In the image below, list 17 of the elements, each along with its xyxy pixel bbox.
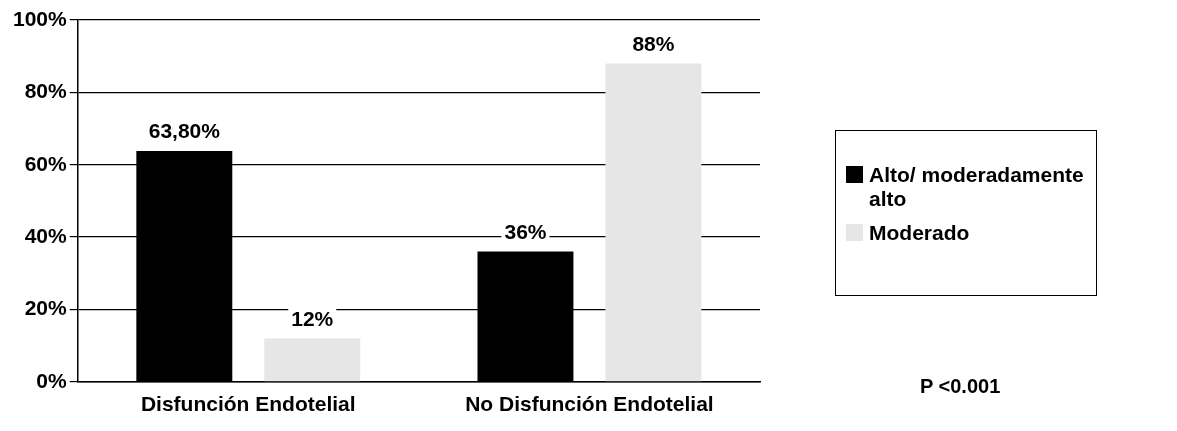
x-tick-label: No Disfunción Endotelial [465,392,714,416]
bar [264,338,361,382]
legend-label: Moderado [869,221,970,245]
y-tick-label: 0% [36,368,68,392]
data-label: 12% [291,306,334,330]
y-tick-label: 20% [24,296,68,320]
y-tick-label: 100% [12,6,68,30]
data-label: 88% [632,31,675,55]
text: P <0.001 [920,375,1001,398]
data-label: 63,80% [148,119,221,143]
y-tick-label: 40% [24,223,68,247]
data-label: 36% [504,219,547,243]
legend-label: Alto/ moderadamente alto [869,163,1085,211]
bar [605,63,702,382]
x-tick-label: Disfunción Endotelial [140,392,356,416]
y-tick-label: 80% [24,79,68,103]
y-tick-label: 60% [24,151,68,175]
